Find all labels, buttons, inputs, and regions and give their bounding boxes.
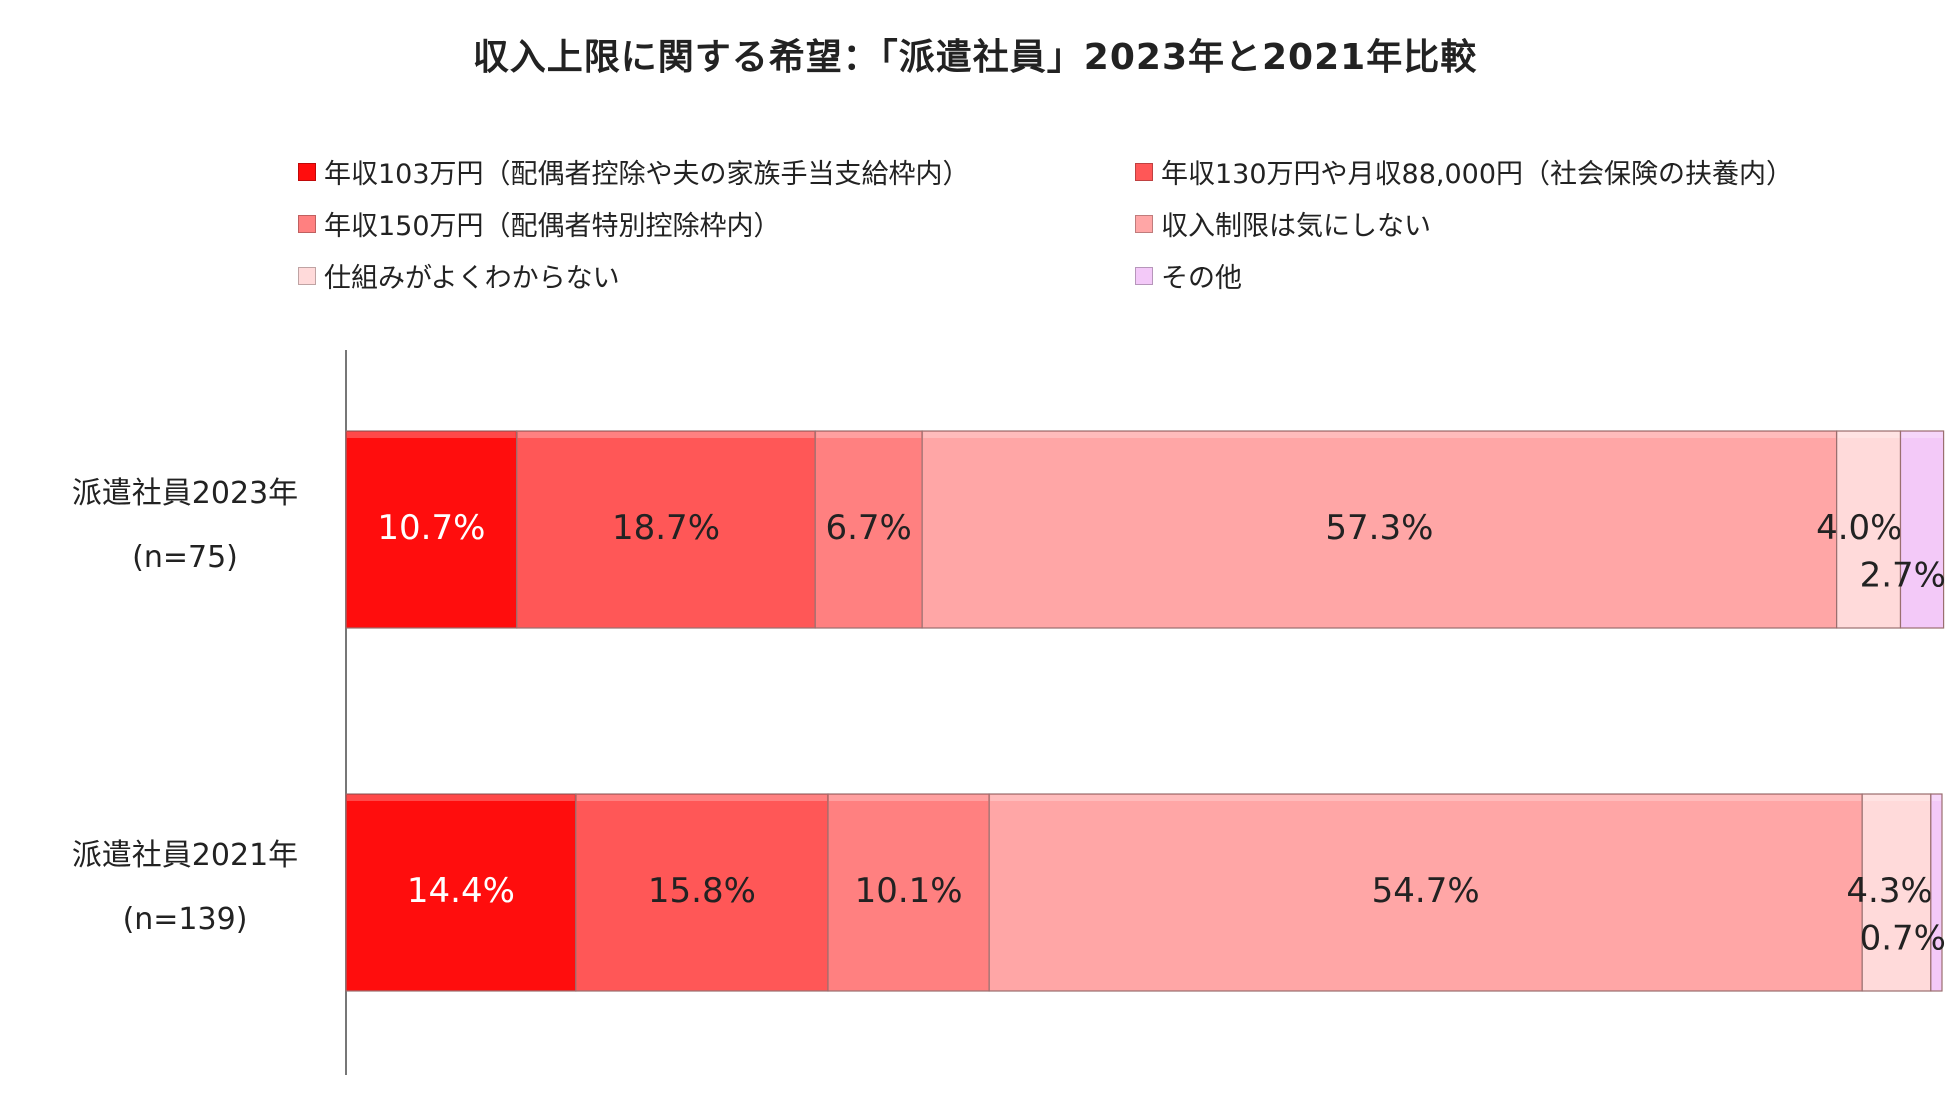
legend-item: 仕組みがよくわからない	[298, 256, 620, 295]
legend-swatch	[1135, 266, 1153, 285]
bar-segment	[1930, 793, 1943, 992]
category-n: (n=139)	[122, 902, 248, 937]
data-label: 57.3%	[1325, 508, 1433, 548]
legend-label: 年収103万円（配偶者控除や夫の家族手当支給枠内）	[324, 159, 970, 190]
bar-segment	[827, 793, 990, 992]
legend: 年収103万円（配偶者控除や夫の家族手当支給枠内） 年収130万円や月収88,0…	[298, 152, 1898, 322]
data-label: 18.7%	[612, 508, 720, 548]
data-label: 15.8%	[648, 871, 756, 911]
bar-segment	[814, 430, 923, 629]
category-n: (n=75)	[132, 540, 238, 575]
bar-segment	[345, 793, 577, 992]
legend-label: その他	[1161, 263, 1242, 294]
bar-segment	[1861, 793, 1932, 992]
chart-title: 収入上限に関する希望：「派遣社員」2023年と2021年比較	[472, 37, 1478, 78]
legend-item: 年収103万円（配偶者控除や夫の家族手当支給枠内）	[298, 152, 970, 191]
legend-label: 収入制限は気にしない	[1161, 211, 1431, 242]
bar-segment	[921, 430, 1838, 629]
bar-segment	[988, 793, 1863, 992]
data-label: 54.7%	[1372, 871, 1480, 911]
bar-segment-highlight	[990, 795, 1862, 801]
bar-segment-highlight	[923, 432, 1836, 438]
bar-segment	[1899, 430, 1945, 629]
category-name: 派遣社員2021年	[71, 838, 299, 873]
bar-segment	[1836, 430, 1902, 629]
bar-segment-highlight	[1863, 795, 1930, 801]
legend-swatch	[298, 214, 316, 233]
bar-segment-highlight	[1901, 432, 1943, 438]
legend-swatch	[1135, 162, 1153, 181]
bar-segment-highlight	[576, 795, 827, 801]
data-label: 0.7%	[1860, 918, 1946, 958]
legend-label: 年収150万円（配偶者特別控除枠内）	[324, 211, 781, 242]
bar-segment	[516, 430, 816, 629]
data-label: 14.4%	[407, 871, 515, 911]
bar-segment-highlight	[517, 432, 815, 438]
bar-segment-highlight	[1837, 432, 1900, 438]
legend-item: 収入制限は気にしない	[1135, 204, 1431, 243]
bar-segment	[345, 430, 518, 629]
data-label: 4.0%	[1816, 508, 1902, 548]
data-label: 6.7%	[825, 508, 911, 548]
data-label: 10.7%	[377, 508, 485, 548]
bar-segment-highlight	[816, 432, 922, 438]
legend-swatch	[1135, 214, 1153, 233]
bar-segment-highlight	[828, 795, 989, 801]
category-name: 派遣社員2023年	[71, 476, 299, 511]
bar-segment	[575, 793, 829, 992]
data-label: 4.3%	[1846, 871, 1932, 911]
legend-label: 仕組みがよくわからない	[324, 263, 620, 294]
bar-segment-highlight	[347, 432, 516, 438]
bar-segment-highlight	[347, 795, 575, 801]
category-label: 派遣社員2023年 (n=75)	[20, 462, 350, 590]
legend-swatch	[298, 266, 316, 285]
legend-swatch	[298, 162, 316, 181]
legend-item: 年収130万円や月収88,000円（社会保険の扶養内）	[1135, 152, 1793, 191]
legend-label: 年収130万円や月収88,000円（社会保険の扶養内）	[1161, 159, 1794, 190]
legend-item: 年収150万円（配偶者特別控除枠内）	[298, 204, 781, 243]
bar-segment-highlight	[1931, 795, 1941, 801]
data-label: 10.1%	[855, 871, 963, 911]
data-label: 2.7%	[1860, 555, 1946, 595]
legend-item: その他	[1135, 256, 1242, 295]
category-label: 派遣社員2021年 (n=139)	[20, 824, 350, 952]
